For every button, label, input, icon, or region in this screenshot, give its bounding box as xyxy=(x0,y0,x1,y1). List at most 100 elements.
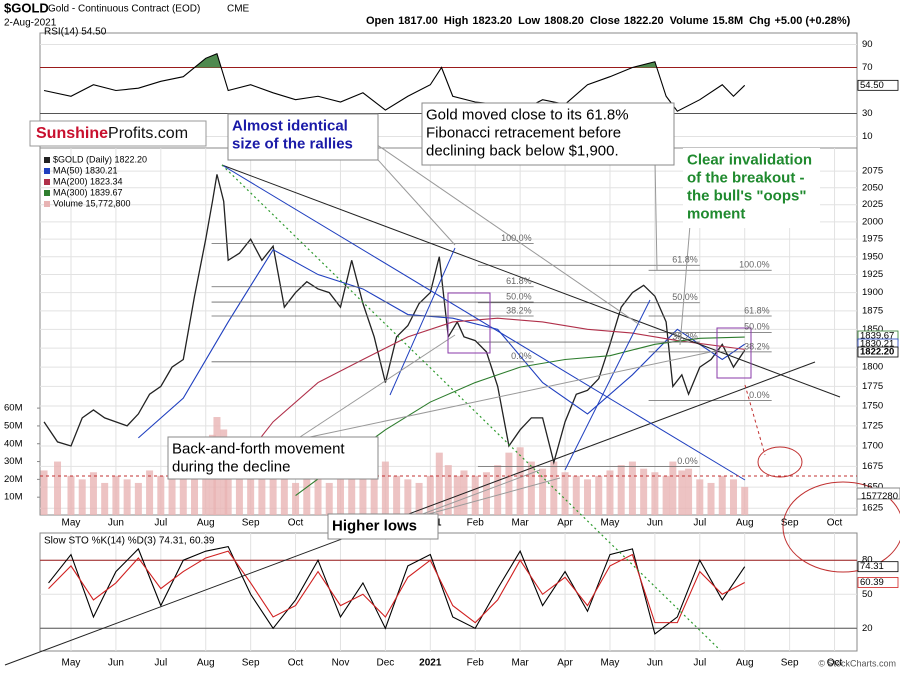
y-tick-label: 1950 xyxy=(862,251,883,262)
x-tick-label: Oct xyxy=(288,658,304,669)
value-box xyxy=(857,561,899,573)
fib-label: 38.2% xyxy=(672,331,698,341)
volume-bar xyxy=(336,475,344,515)
y-tick-label: 1675 xyxy=(862,461,883,472)
fib-label: 0.0% xyxy=(511,351,532,361)
annotation-text: of the breakout - xyxy=(687,169,805,186)
volume-bar xyxy=(40,470,48,515)
volume-bar xyxy=(505,452,513,515)
quote-value: +5.00 (+0.28%) xyxy=(775,15,851,27)
volume-bar xyxy=(101,482,109,515)
volume-bar xyxy=(146,470,154,515)
annotation-text: size of the rallies xyxy=(232,135,353,152)
x-tick-label: Jul xyxy=(693,658,706,669)
x-tick-label: Sep xyxy=(781,658,799,669)
legend-swatch xyxy=(44,157,50,163)
volume-bar xyxy=(292,482,300,515)
volume-bar xyxy=(393,475,401,515)
volume-bar xyxy=(617,465,625,515)
y-tick-label: 2025 xyxy=(862,199,883,210)
x-tick-label: Jul xyxy=(154,518,167,529)
panel-frame xyxy=(39,532,858,652)
volume-bar xyxy=(280,479,288,515)
volume-bar xyxy=(303,475,311,515)
legend-entry: MA(50) 1830.21 xyxy=(53,165,118,175)
volume-bar xyxy=(669,461,677,515)
x-tick-label: Aug xyxy=(736,518,754,529)
volume-bar xyxy=(134,482,142,515)
series-line xyxy=(227,317,745,480)
exchange: CME xyxy=(227,4,250,15)
annotation-text: Gold moved close to its 61.8% xyxy=(426,106,629,123)
x-tick-label: Aug xyxy=(736,658,754,669)
volume-bar xyxy=(179,461,187,515)
y-tick-label: 1800 xyxy=(862,362,883,373)
y-tick-label: 2050 xyxy=(862,182,883,193)
highlight-box xyxy=(716,327,752,379)
volume-bar xyxy=(707,482,715,515)
x-tick-label: May xyxy=(62,658,81,669)
legend-swatch xyxy=(44,168,50,174)
x-tick-label: Oct xyxy=(827,658,843,669)
volume-bar xyxy=(404,479,412,515)
x-tick-label: Jun xyxy=(647,518,663,529)
volume-bar xyxy=(157,475,165,515)
annotation-text: Back-and-forth movement xyxy=(172,440,345,457)
quote-value: 15.8M xyxy=(713,15,744,27)
volume-bar xyxy=(67,475,75,515)
x-tick-label: Jun xyxy=(108,658,124,669)
x-tick-label: Sep xyxy=(781,518,799,529)
volume-bar xyxy=(561,472,569,515)
series-line xyxy=(43,52,746,112)
pointer xyxy=(299,334,456,438)
fib-label: 50.0% xyxy=(506,291,532,301)
x-tick-label: Oct xyxy=(288,518,304,529)
y-tick-label: 10 xyxy=(862,131,873,142)
volume-bar xyxy=(494,465,502,515)
target-ellipse xyxy=(782,481,900,573)
y-tick-label: 1700 xyxy=(862,440,883,451)
volume-bar xyxy=(572,475,580,515)
panel-title: Slow STO %K(14) %D(3) 74.31, 60.39 xyxy=(44,536,215,547)
x-tick-label: Nov xyxy=(332,658,350,669)
panel-title: RSI(14) 54.50 xyxy=(44,27,107,38)
annotation-box xyxy=(167,436,379,480)
rally-line xyxy=(564,299,651,471)
legend-entry: $GOLD (Daily) 1822.20 xyxy=(53,154,147,164)
x-tick-label: Apr xyxy=(557,658,573,669)
volume-bar xyxy=(516,447,524,515)
volume-bar xyxy=(325,482,333,515)
fib-label: 38.2% xyxy=(506,305,532,315)
volume-bar xyxy=(370,470,378,515)
value-label: 74.31 xyxy=(860,561,884,572)
x-tick-label: Aug xyxy=(197,658,215,669)
annotation-box xyxy=(227,113,379,161)
annotation-text: declining back below $1,900. xyxy=(426,142,619,159)
volume-bar xyxy=(123,479,131,515)
value-label: 1822.20 xyxy=(860,347,894,358)
volume-bar xyxy=(444,465,452,515)
annotation-text: Clear invalidation xyxy=(687,151,812,168)
logo-box xyxy=(29,120,207,147)
volume-bar xyxy=(640,468,648,515)
legend-swatch xyxy=(44,179,50,185)
y-tick-label: 1625 xyxy=(862,503,883,514)
y-tick-label: 1900 xyxy=(862,287,883,298)
volume-bar xyxy=(628,461,636,515)
volume-bar xyxy=(348,461,356,515)
symbol: $GOLD xyxy=(4,0,49,15)
volume-bar xyxy=(89,472,97,515)
volume-bar xyxy=(539,468,547,515)
y-tick-label: 1750 xyxy=(862,401,883,412)
pointer xyxy=(424,477,561,516)
projection xyxy=(744,384,766,456)
x-tick-label: May xyxy=(62,518,81,529)
x-tick-label: Apr xyxy=(557,518,573,529)
fib-label: 0.0% xyxy=(677,456,698,466)
x-tick-label: Jun xyxy=(647,658,663,669)
x-tick-label: Sep xyxy=(242,518,260,529)
volume-bar xyxy=(606,470,614,515)
volume-bar xyxy=(662,475,670,515)
x-tick-label: May xyxy=(601,658,620,669)
volume-bar xyxy=(415,482,423,515)
